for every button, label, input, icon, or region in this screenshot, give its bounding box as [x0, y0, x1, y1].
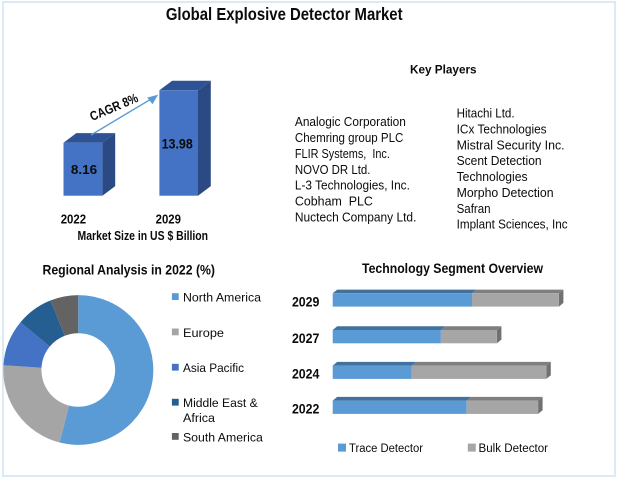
svg-text:Safran: Safran [457, 201, 491, 216]
svg-text:Bulk Detector: Bulk Detector [479, 443, 549, 455]
svg-text:Mistral Security Inc.: Mistral Security Inc. [457, 137, 565, 152]
svg-text:L-3 Technologies, Inc.: L-3 Technologies, Inc. [295, 178, 410, 193]
svg-text:Asia Pacific: Asia Pacific [183, 361, 244, 375]
svg-text:Analogic Corporation: Analogic Corporation [295, 114, 406, 129]
svg-text:North America: North America [183, 291, 261, 305]
svg-text:Chemring group PLC: Chemring group PLC [295, 130, 404, 145]
svg-text:CAGR 8%: CAGR 8% [87, 90, 140, 124]
svg-text:2022: 2022 [61, 211, 86, 226]
svg-text:Market Size in US $ Billion: Market Size in US $ Billion [78, 228, 209, 243]
svg-text:2024: 2024 [292, 367, 320, 382]
svg-text:2029: 2029 [292, 294, 320, 309]
svg-text:Technologies: Technologies [457, 169, 528, 184]
svg-text:Hitachi Ltd.: Hitachi Ltd. [457, 106, 515, 121]
svg-text:Nuctech Company Ltd.: Nuctech Company Ltd. [295, 209, 417, 224]
svg-text:2027: 2027 [292, 331, 320, 346]
svg-text:8.16: 8.16 [71, 162, 97, 177]
svg-text:Cobham PLC: Cobham PLC [295, 193, 373, 208]
svg-text:2022: 2022 [292, 402, 320, 417]
svg-text:Scent Detection: Scent Detection [457, 153, 542, 168]
svg-text:NOVO DR Ltd.: NOVO DR Ltd. [295, 162, 371, 177]
svg-text:South America: South America [183, 430, 263, 444]
svg-text:Middle East &: Middle East & [183, 396, 258, 410]
svg-text:ICx Technologies: ICx Technologies [457, 122, 547, 137]
svg-text:Europe: Europe [183, 326, 224, 340]
svg-text:Global Explosive Detector Mark: Global Explosive Detector Market [166, 4, 403, 24]
svg-text:Regional Analysis in 2022 (%): Regional Analysis in 2022 (%) [43, 263, 216, 278]
svg-text:FLIR Systems, Inc.: FLIR Systems, Inc. [295, 146, 390, 161]
svg-text:Trace Detector: Trace Detector [349, 443, 423, 455]
svg-text:2029: 2029 [156, 211, 181, 226]
svg-text:13.98: 13.98 [162, 136, 194, 151]
svg-text:Africa: Africa [183, 411, 215, 425]
svg-text:Technology Segment Overview: Technology Segment Overview [362, 261, 543, 276]
svg-text:Key Players: Key Players [410, 63, 477, 77]
svg-text:Morpho Detection: Morpho Detection [457, 185, 554, 200]
svg-text:Implant Sciences, Inc: Implant Sciences, Inc [457, 217, 568, 232]
